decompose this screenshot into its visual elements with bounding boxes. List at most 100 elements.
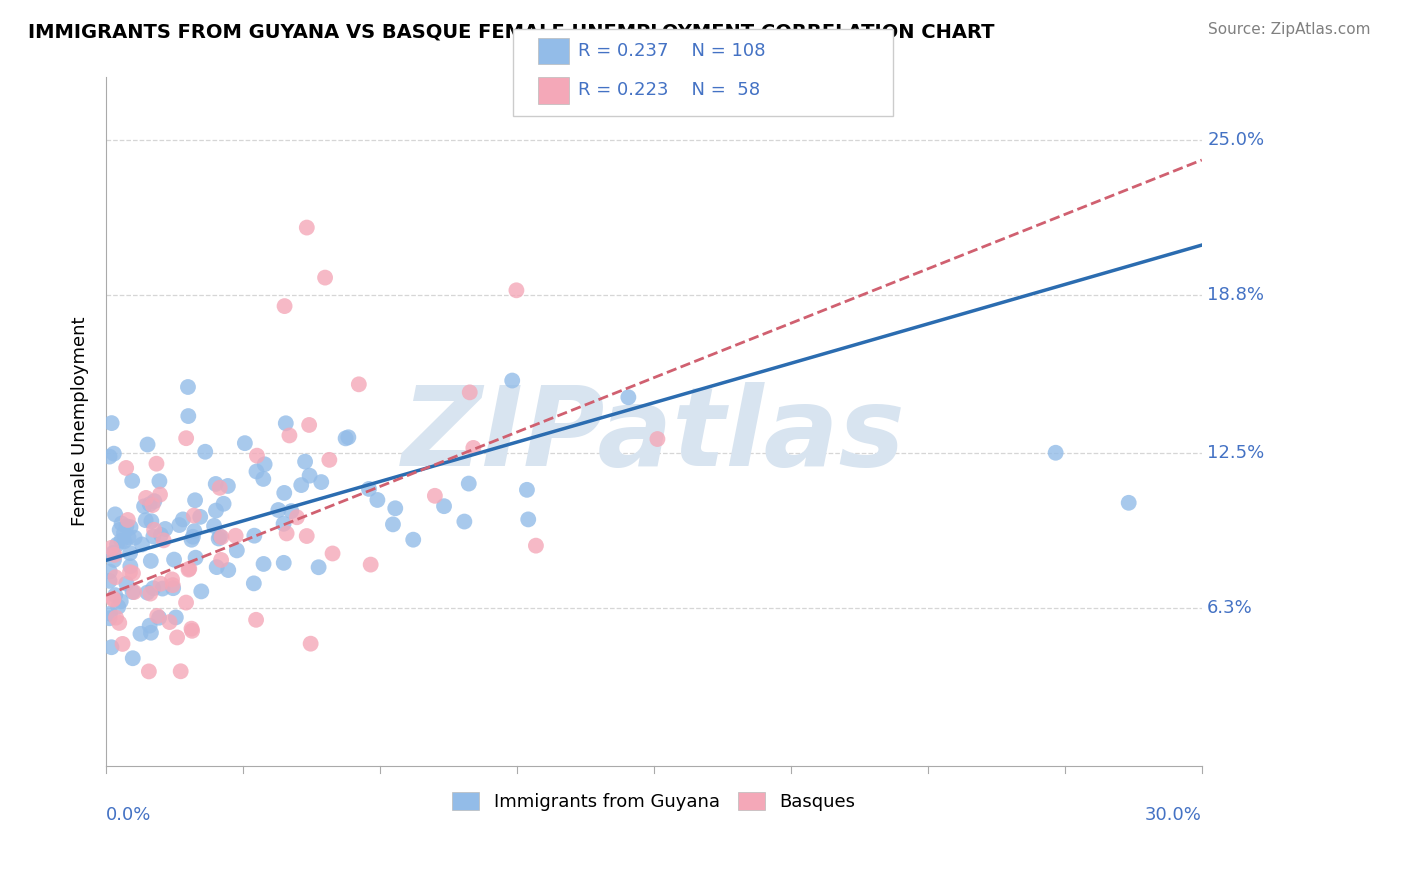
Point (103, 591, 125, 606)
Point (202, 519, 225, 533)
Point (233, 436, 256, 450)
Point (184, 493, 207, 508)
Point (101, 546, 124, 560)
Point (205, 503, 228, 517)
Point (103, 447, 125, 461)
Point (120, 520, 142, 534)
Point (104, 508, 127, 522)
Point (516, 483, 538, 497)
Point (122, 566, 145, 581)
Point (253, 458, 276, 472)
Point (108, 615, 131, 630)
Text: 0.0%: 0.0% (105, 805, 152, 823)
Point (184, 550, 207, 565)
Point (105, 610, 128, 624)
Point (245, 465, 267, 479)
Point (295, 529, 318, 543)
Point (135, 513, 157, 527)
Text: ZIPatlas: ZIPatlas (402, 382, 905, 489)
Point (100, 541, 122, 555)
Point (98, 607, 121, 621)
Point (174, 431, 197, 445)
Point (108, 523, 131, 537)
Point (169, 518, 191, 533)
Point (117, 513, 139, 527)
Point (139, 586, 162, 600)
Point (98, 574, 121, 588)
Point (152, 533, 174, 548)
Point (120, 546, 142, 560)
Point (177, 409, 200, 423)
Point (122, 585, 145, 599)
Point (180, 622, 202, 636)
Point (138, 618, 160, 632)
Point (347, 377, 370, 392)
Point (285, 510, 308, 524)
Point (381, 517, 404, 532)
Point (501, 374, 523, 388)
Text: 18.8%: 18.8% (1208, 286, 1264, 304)
Point (183, 524, 205, 538)
Text: Source: ZipAtlas.com: Source: ZipAtlas.com (1208, 22, 1371, 37)
Point (138, 497, 160, 511)
Point (105, 538, 128, 552)
Point (183, 508, 205, 523)
Point (121, 585, 143, 599)
Point (294, 455, 316, 469)
Point (322, 547, 344, 561)
Point (115, 576, 138, 591)
Point (139, 625, 162, 640)
Point (225, 543, 247, 558)
Point (143, 523, 166, 537)
Point (165, 610, 187, 624)
Point (104, 588, 127, 602)
Point (276, 526, 298, 541)
Point (647, 432, 669, 446)
Point (100, 640, 122, 655)
Point (98, 565, 121, 579)
Text: 12.5%: 12.5% (1208, 443, 1264, 462)
Point (299, 637, 322, 651)
Point (384, 501, 406, 516)
Point (252, 472, 274, 486)
Point (360, 558, 382, 572)
Point (124, 531, 146, 545)
Point (177, 380, 200, 394)
Point (170, 665, 193, 679)
Point (252, 557, 274, 571)
Point (243, 529, 266, 543)
Point (188, 509, 211, 524)
Point (205, 560, 228, 574)
Point (273, 516, 295, 531)
Point (211, 530, 233, 544)
Point (273, 486, 295, 500)
Point (180, 533, 202, 547)
Point (194, 444, 217, 458)
Point (298, 417, 321, 432)
Point (110, 594, 132, 608)
Text: R = 0.223    N =  58: R = 0.223 N = 58 (578, 81, 761, 99)
Point (335, 431, 357, 445)
Point (162, 581, 184, 595)
Point (148, 474, 170, 488)
Point (103, 548, 125, 562)
Point (107, 599, 129, 614)
Point (160, 573, 183, 587)
Point (135, 491, 157, 505)
Point (179, 562, 201, 576)
Point (177, 563, 200, 577)
Point (314, 270, 336, 285)
Point (212, 497, 235, 511)
Point (267, 503, 290, 517)
Point (246, 449, 269, 463)
Point (457, 476, 479, 491)
Point (318, 453, 340, 467)
Text: 30.0%: 30.0% (1144, 805, 1202, 823)
Point (149, 487, 172, 501)
Point (118, 565, 141, 579)
Point (433, 499, 456, 513)
Point (148, 611, 170, 625)
Point (274, 417, 297, 431)
Point (295, 220, 318, 235)
Point (159, 615, 181, 629)
